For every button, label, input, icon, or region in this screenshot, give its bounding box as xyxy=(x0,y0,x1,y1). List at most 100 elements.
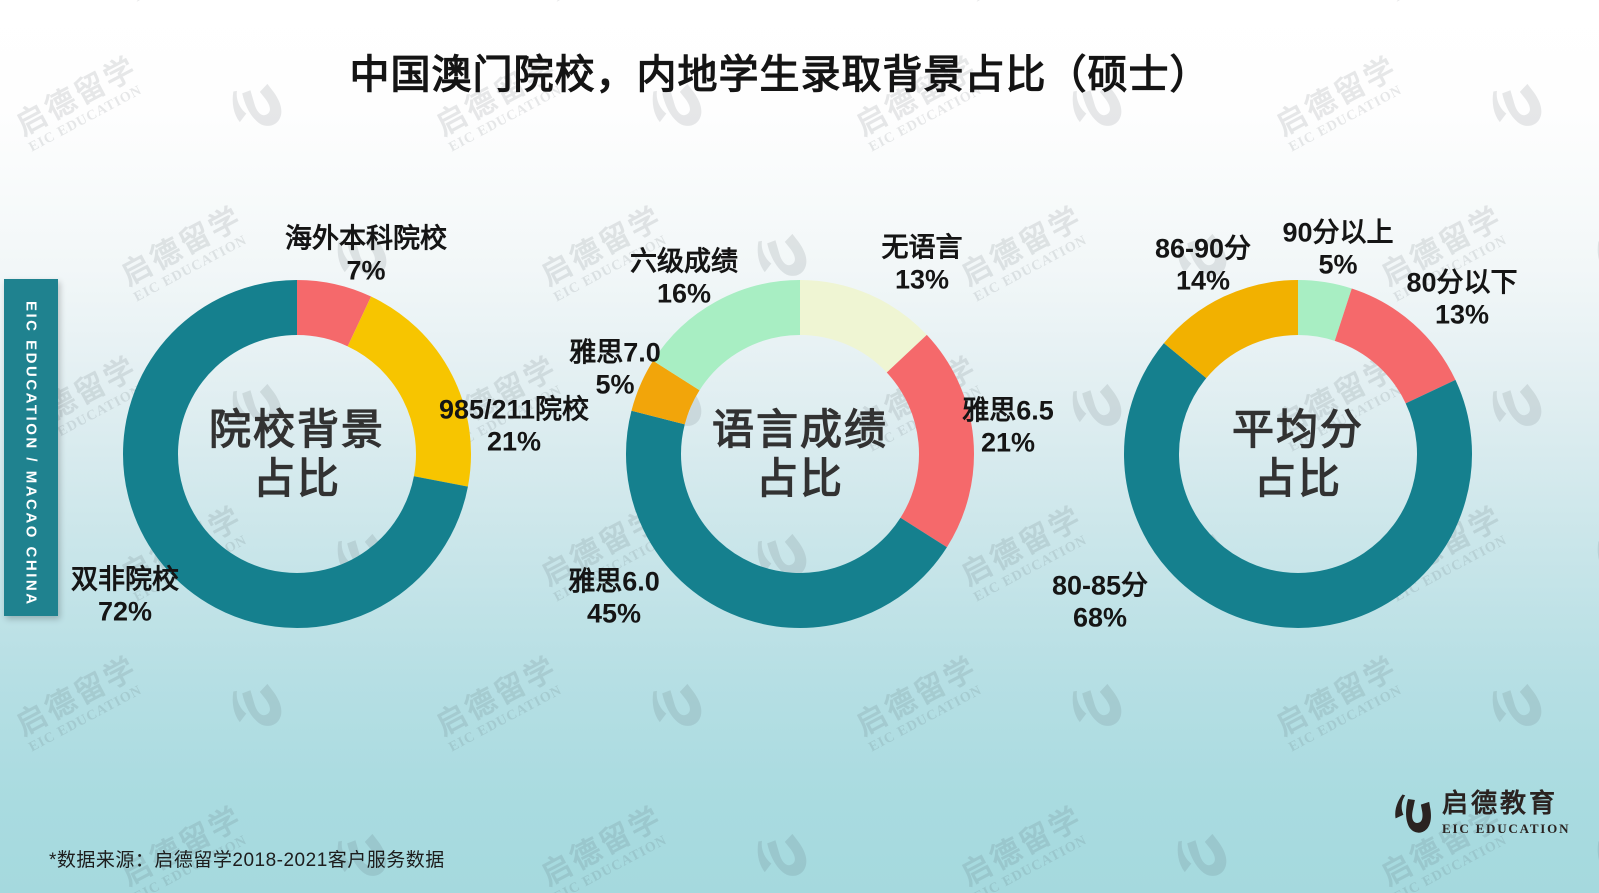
segment-label-ielts-7-0: 雅思7.0 5% xyxy=(569,337,661,402)
segment-pct: 14% xyxy=(1175,266,1231,296)
brand-name-cn: 启德教育 xyxy=(1442,788,1559,818)
brand-name-en: EIC EDUCATION xyxy=(1442,820,1571,836)
watermark-logo-icon xyxy=(1577,0,1599,6)
watermark-logo xyxy=(1577,521,1599,611)
segment-name: 80分以下 xyxy=(1406,267,1518,298)
segment-pct: 13% xyxy=(894,265,950,295)
donut-segment xyxy=(626,410,947,628)
watermark-logo-icon xyxy=(232,683,282,726)
watermark-logo-icon xyxy=(1157,0,1239,6)
segment-name: 86-90分 xyxy=(1154,233,1252,264)
watermark-logo xyxy=(1052,671,1137,761)
watermark-text-cn: 启德留学 xyxy=(536,800,669,893)
watermark-logo xyxy=(1577,0,1599,10)
watermark-logo xyxy=(1472,671,1557,761)
segment-label-cet6: 六级成绩 16% xyxy=(630,246,738,311)
chart-center-line2: 占比 xyxy=(252,455,341,502)
watermark-text-cn: 启德留学 xyxy=(11,650,144,743)
chart-center-line1: 院校背景 xyxy=(208,405,385,453)
segment-label-985-211: 985/211院校 21% xyxy=(439,394,589,459)
segment-label-above-90: 90分以上 5% xyxy=(1282,217,1393,282)
segment-label-ielts-6-5: 雅思6.5 21% xyxy=(962,395,1054,460)
watermark-text-cn: 启德留学 xyxy=(1271,650,1404,743)
chart-center-label: 语言成绩 占比 xyxy=(610,264,990,644)
segment-name: 无语言 xyxy=(881,232,963,263)
donut-chart-average-score: 平均分 占比 xyxy=(1108,264,1488,644)
segment-label-86-90: 86-90分 14% xyxy=(1155,233,1251,298)
donut-ring-language-score xyxy=(626,280,974,628)
donut-segment xyxy=(631,360,700,426)
watermark-text-en: EIC EDUCATION xyxy=(131,0,255,6)
chart-center-line2: 占比 xyxy=(755,455,844,502)
watermark-logo xyxy=(737,821,822,893)
watermark-logo-icon xyxy=(1072,683,1122,726)
segment-label-ielts-6-0: 雅思6.0 45% xyxy=(568,566,660,631)
donut-ring-average-score xyxy=(1124,280,1472,628)
segment-name: 985/211院校 xyxy=(438,394,590,425)
eic-logo-icon xyxy=(1395,794,1431,833)
watermark-text-en: EIC EDUCATION xyxy=(971,0,1095,6)
watermark-logo xyxy=(737,0,822,10)
chart-center-label: 院校背景 占比 xyxy=(107,264,487,644)
segment-label-below-80: 80分以下 13% xyxy=(1406,267,1517,332)
watermark-logo xyxy=(212,671,297,761)
donut-segment xyxy=(1297,280,1352,342)
segment-pct: 5% xyxy=(595,370,635,400)
watermark-logo xyxy=(1577,221,1599,311)
segment-name: 雅思6.5 xyxy=(962,395,1054,426)
watermark-logo-icon xyxy=(1597,540,1599,573)
donut-segment xyxy=(886,334,974,548)
watermark-text-cn: 启德留学 xyxy=(956,800,1089,893)
donut-segment xyxy=(347,296,471,487)
segment-pct: 45% xyxy=(586,599,642,629)
segment-label-overseas-undergrad: 海外本科院校 7% xyxy=(285,223,447,288)
watermark-text-cn: 启德留学 xyxy=(431,650,564,743)
donut-segment xyxy=(1124,343,1472,628)
segment-name: 六级成绩 xyxy=(630,246,738,277)
watermark-logo-icon xyxy=(652,683,702,726)
donut-segment xyxy=(1163,280,1299,379)
watermark-logo xyxy=(1157,0,1242,10)
watermark-text-en: EIC EDUCATION xyxy=(971,832,1090,893)
segment-name: 雅思6.0 xyxy=(568,566,660,597)
donut-ring-school-background xyxy=(123,280,471,628)
segment-name: 80-85分 xyxy=(1051,570,1149,601)
watermark-logo-icon xyxy=(1177,833,1227,876)
watermark-text-en: EIC EDUCATION xyxy=(1286,682,1405,755)
segment-name: 海外本科院校 xyxy=(285,223,447,254)
segment-pct: 72% xyxy=(97,597,153,627)
donut-segment xyxy=(123,280,468,628)
watermark-logo-icon xyxy=(737,0,819,6)
donut-segment xyxy=(1333,288,1456,405)
watermark-logo xyxy=(632,671,717,761)
donut-segment xyxy=(296,280,372,347)
chart-center-label: 平均分 占比 xyxy=(1108,264,1488,644)
segment-pct: 21% xyxy=(486,427,542,457)
data-source-note: *数据来源：启德留学2018-2021客户服务数据 xyxy=(49,850,445,871)
segment-pct: 13% xyxy=(1434,300,1490,330)
chart-center-line2: 占比 xyxy=(1253,455,1342,502)
watermark-logo-icon xyxy=(1597,240,1599,273)
segment-pct: 21% xyxy=(980,428,1036,458)
segment-name: 雅思7.0 xyxy=(569,337,661,368)
segment-pct: 7% xyxy=(346,256,386,286)
segment-label-80-85: 80-85分 68% xyxy=(1052,570,1148,635)
watermark-logo xyxy=(317,0,402,10)
segment-pct: 16% xyxy=(656,279,712,309)
watermark-text-en: EIC EDUCATION xyxy=(551,832,670,893)
watermark-text-cn: 启德留学 xyxy=(851,650,984,743)
watermark-text-en: EIC EDUCATION xyxy=(446,682,565,755)
watermark-logo-icon xyxy=(317,0,399,6)
watermark-logo-icon xyxy=(757,833,807,876)
